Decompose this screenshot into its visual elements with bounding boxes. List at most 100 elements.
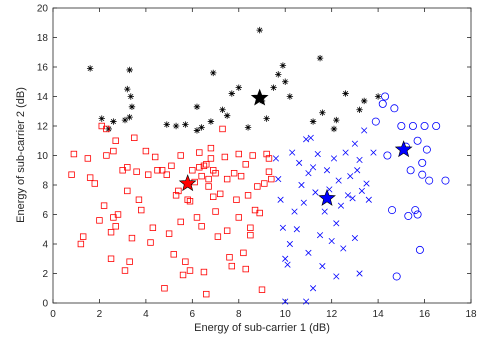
x-tick-label: 12 bbox=[326, 309, 338, 320]
square-point bbox=[186, 198, 194, 205]
square-point bbox=[216, 190, 224, 198]
square-point bbox=[158, 167, 166, 174]
circle-point bbox=[392, 272, 401, 281]
asterisk-point bbox=[182, 121, 189, 128]
centroid-star bbox=[318, 188, 336, 206]
x-axis-ticks: 0 2 4 6 8 10 12 14 16 18 bbox=[50, 8, 477, 320]
asterisk-point bbox=[286, 93, 294, 100]
x-tick-label: 14 bbox=[373, 309, 385, 320]
x-point bbox=[305, 249, 312, 256]
asterisk-point bbox=[172, 122, 180, 130]
square-point bbox=[131, 134, 138, 141]
x-tick-label: 4 bbox=[143, 309, 149, 320]
x-point bbox=[358, 187, 365, 194]
circle-point bbox=[413, 210, 422, 219]
circle-point bbox=[418, 170, 427, 179]
x-point bbox=[347, 173, 354, 180]
square-point bbox=[196, 149, 203, 156]
square-point bbox=[121, 267, 129, 274]
square-point bbox=[235, 150, 242, 158]
asterisk-point bbox=[244, 124, 252, 131]
square-point bbox=[103, 152, 110, 159]
square-point bbox=[193, 214, 201, 221]
x-tick-label: 10 bbox=[280, 309, 292, 320]
asterisk-point bbox=[126, 66, 133, 74]
asterisk-point bbox=[121, 116, 129, 124]
y-tick-label: 8 bbox=[42, 181, 48, 192]
x-point bbox=[328, 237, 335, 245]
square-point bbox=[110, 214, 117, 221]
circle-point bbox=[371, 117, 380, 126]
circle-point bbox=[388, 206, 397, 215]
asterisk-point bbox=[333, 116, 340, 124]
square-point bbox=[79, 233, 87, 240]
asterisk-point bbox=[193, 103, 201, 111]
square-point bbox=[198, 223, 205, 230]
x-point bbox=[319, 263, 326, 270]
x-tick-label: 2 bbox=[97, 309, 103, 320]
x-point bbox=[275, 176, 282, 183]
asterisk-point bbox=[275, 71, 282, 78]
square-point bbox=[219, 125, 226, 133]
square-point bbox=[212, 208, 219, 215]
x-point bbox=[337, 202, 345, 209]
square-point bbox=[133, 168, 140, 175]
square-point bbox=[268, 175, 275, 183]
square-point bbox=[223, 175, 231, 183]
asterisk-point bbox=[235, 84, 242, 91]
plot-area bbox=[52, 7, 472, 304]
x-point bbox=[282, 255, 289, 262]
x-point bbox=[340, 245, 347, 252]
square-point bbox=[198, 172, 205, 180]
square-point bbox=[91, 180, 98, 187]
square-point bbox=[207, 144, 215, 152]
square-point bbox=[170, 251, 177, 258]
square-point bbox=[203, 161, 210, 168]
asterisk-point bbox=[105, 125, 112, 133]
y-tick-label: 16 bbox=[37, 63, 49, 74]
circle-point bbox=[397, 122, 406, 131]
x-axis-label: Energy of sub-carrier 1 (dB) bbox=[194, 322, 330, 334]
square-point bbox=[228, 262, 236, 270]
x-point bbox=[272, 155, 280, 162]
asterisk-point bbox=[256, 26, 263, 34]
circle-point bbox=[383, 151, 392, 160]
x-tick-label: 16 bbox=[419, 309, 431, 320]
asterisk-point bbox=[163, 121, 170, 128]
x-point bbox=[307, 134, 314, 141]
x-tick-label: 6 bbox=[190, 309, 196, 320]
square-point bbox=[138, 206, 145, 214]
square-point bbox=[179, 271, 187, 279]
circle-point bbox=[432, 122, 441, 131]
square-point bbox=[240, 249, 247, 257]
x-point bbox=[298, 181, 305, 189]
square-point bbox=[242, 265, 249, 273]
square-point bbox=[263, 150, 270, 158]
y-tick-label: 10 bbox=[37, 151, 49, 162]
circle-point bbox=[420, 122, 429, 131]
asterisk-point bbox=[110, 118, 117, 125]
circle-point bbox=[408, 122, 417, 131]
centroid-star bbox=[394, 140, 413, 158]
square-point bbox=[203, 290, 210, 298]
asterisk-point bbox=[86, 65, 94, 72]
square-point bbox=[256, 209, 263, 217]
square-point bbox=[110, 147, 117, 155]
square-point bbox=[249, 152, 256, 159]
x-point bbox=[321, 208, 328, 215]
asterisk-point bbox=[207, 118, 215, 125]
square-point bbox=[128, 234, 136, 242]
square-point bbox=[126, 258, 133, 265]
asterisk-point bbox=[263, 115, 270, 122]
x-point bbox=[305, 170, 312, 177]
square-point bbox=[175, 187, 182, 195]
x-point bbox=[349, 195, 356, 202]
square-point bbox=[168, 162, 175, 170]
y-tick-label: 4 bbox=[42, 240, 48, 251]
square-point bbox=[151, 153, 159, 161]
square-point bbox=[265, 168, 273, 175]
x-point bbox=[342, 149, 349, 156]
circle-point bbox=[404, 211, 413, 220]
x-point bbox=[277, 196, 284, 203]
